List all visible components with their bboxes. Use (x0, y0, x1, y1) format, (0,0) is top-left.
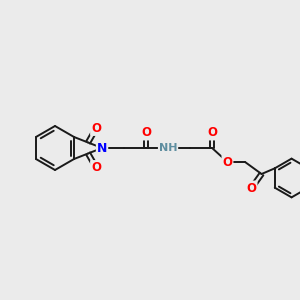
Text: O: O (247, 182, 256, 194)
Text: N: N (97, 142, 107, 154)
Text: O: O (207, 127, 217, 140)
Text: O: O (141, 127, 151, 140)
Text: O: O (91, 122, 101, 135)
Text: NH: NH (159, 143, 177, 153)
Text: O: O (91, 161, 101, 174)
Text: O: O (223, 155, 232, 169)
